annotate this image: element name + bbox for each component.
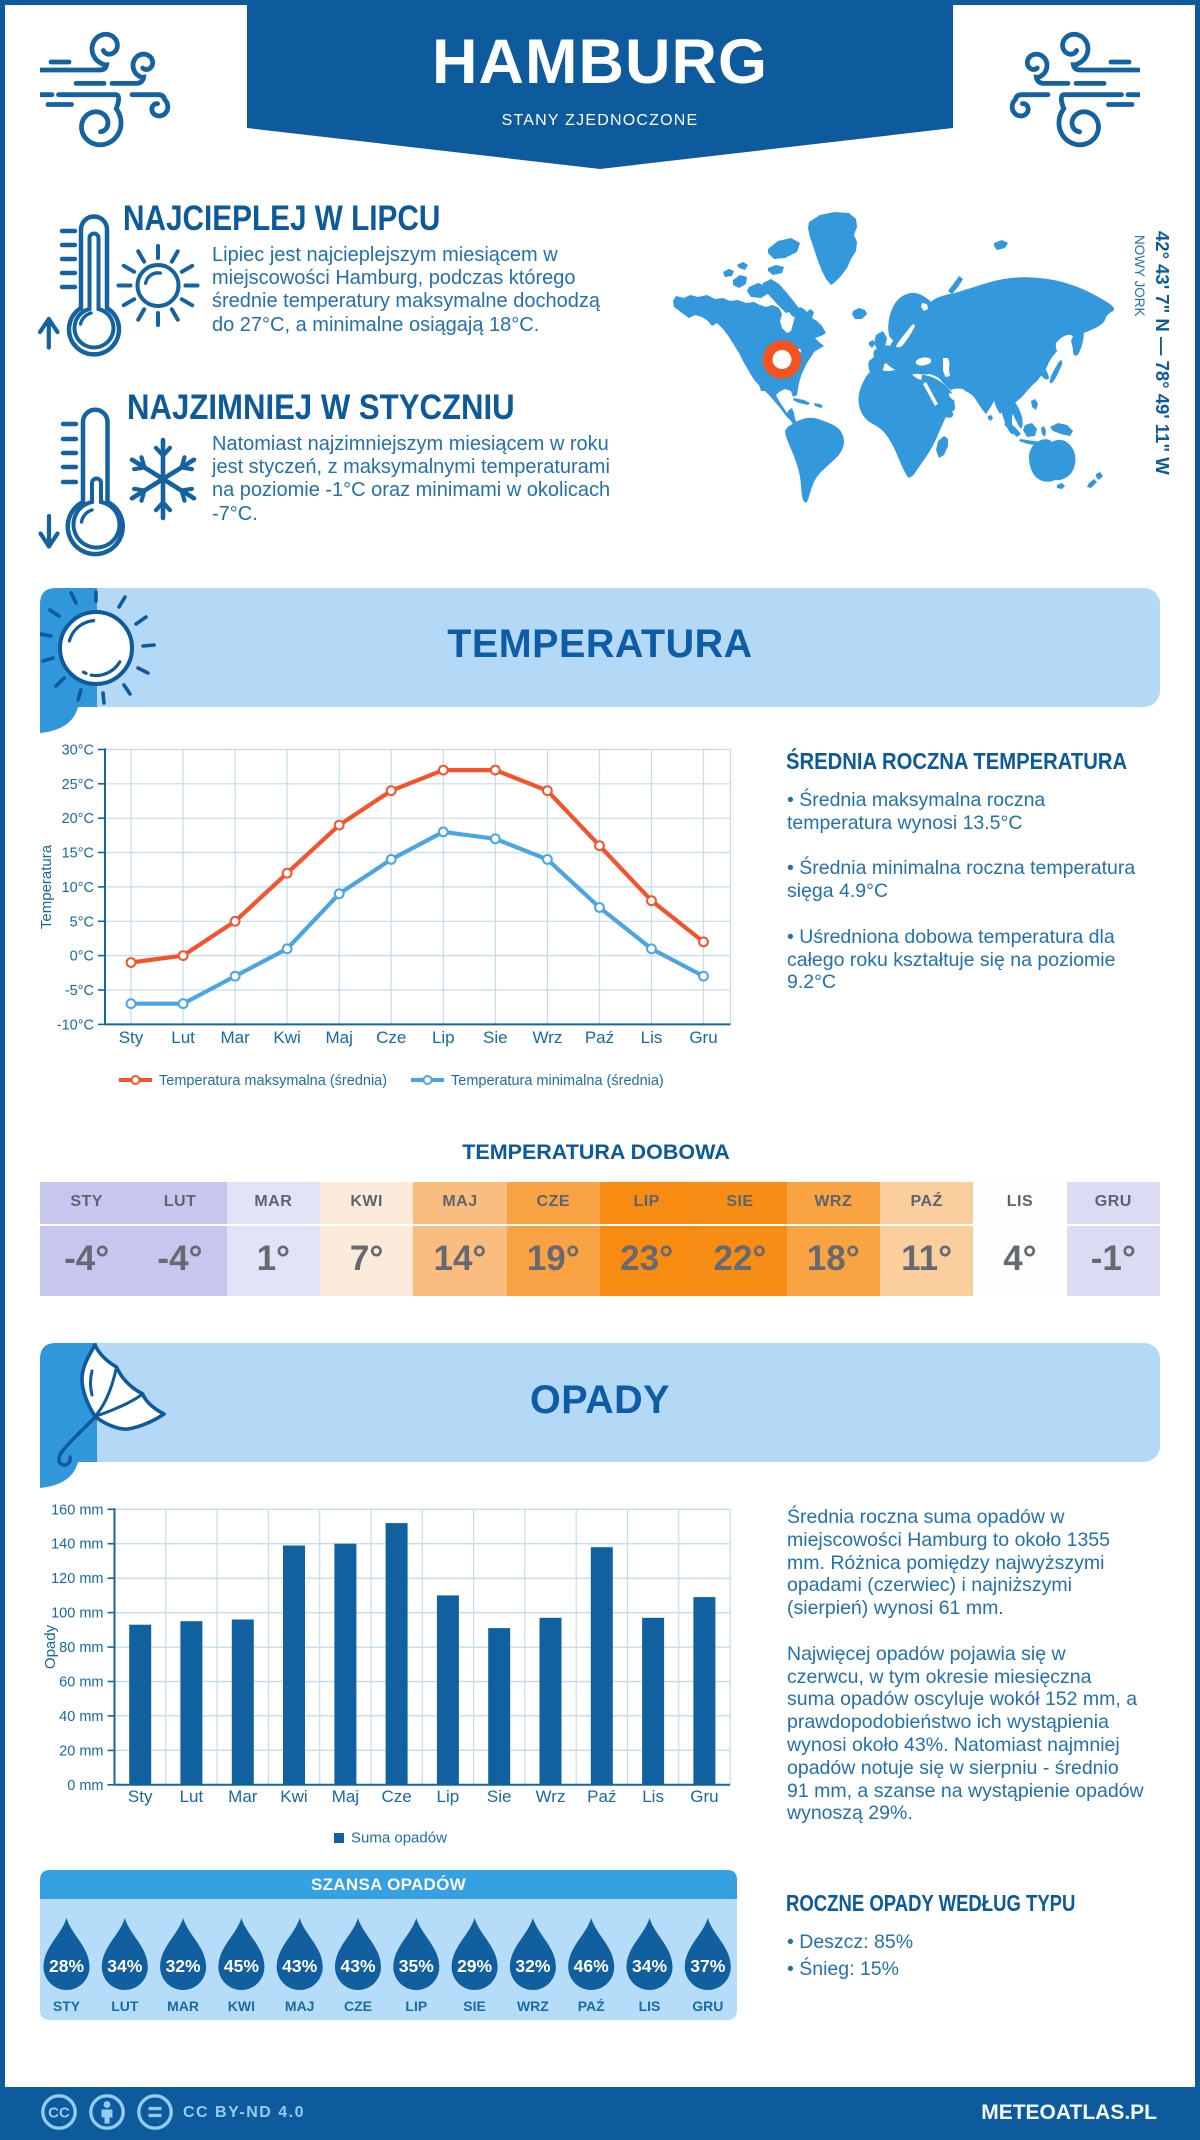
svg-text:Paź: Paź: [587, 1787, 616, 1806]
svg-text:Sty: Sty: [119, 1028, 144, 1047]
svg-text:Temperatura: Temperatura: [40, 844, 55, 929]
svg-text:Sty: Sty: [128, 1787, 153, 1806]
svg-text:15°C: 15°C: [62, 846, 94, 862]
svg-text:Kwi: Kwi: [280, 1787, 307, 1806]
svg-text:160 mm: 160 mm: [51, 1502, 103, 1518]
svg-text:30°C: 30°C: [62, 743, 94, 759]
svg-text:Lip: Lip: [432, 1028, 455, 1047]
svg-text:80 mm: 80 mm: [59, 1640, 103, 1656]
svg-text:Sie: Sie: [487, 1787, 512, 1806]
svg-text:Sie: Sie: [483, 1028, 508, 1047]
svg-text:Paź: Paź: [585, 1028, 614, 1047]
svg-text:40 mm: 40 mm: [59, 1709, 103, 1725]
svg-text:Lis: Lis: [641, 1028, 663, 1047]
svg-text:Wrz: Wrz: [536, 1787, 566, 1806]
svg-text:Opady: Opady: [42, 1624, 59, 1669]
svg-text:Lut: Lut: [180, 1787, 204, 1806]
svg-text:Lis: Lis: [642, 1787, 664, 1806]
svg-text:Gru: Gru: [690, 1787, 718, 1806]
svg-text:-5°C: -5°C: [65, 983, 94, 999]
svg-text:20°C: 20°C: [62, 811, 94, 827]
svg-text:100 mm: 100 mm: [51, 1606, 103, 1622]
svg-text:Kwi: Kwi: [273, 1028, 300, 1047]
svg-text:10°C: 10°C: [62, 880, 94, 896]
svg-text:140 mm: 140 mm: [51, 1537, 103, 1553]
svg-text:20 mm: 20 mm: [59, 1743, 103, 1759]
svg-text:25°C: 25°C: [62, 777, 94, 793]
svg-text:Gru: Gru: [689, 1028, 717, 1047]
svg-text:0 mm: 0 mm: [67, 1778, 103, 1794]
svg-text:Lip: Lip: [437, 1787, 460, 1806]
svg-text:Maj: Maj: [332, 1787, 359, 1806]
svg-text:Temperatura maksymalna (średni: Temperatura maksymalna (średnia): [159, 1073, 387, 1089]
svg-text:5°C: 5°C: [70, 914, 94, 930]
svg-text:Cze: Cze: [381, 1787, 411, 1806]
svg-text:60 mm: 60 mm: [59, 1675, 103, 1691]
svg-text:CC: CC: [48, 2105, 70, 2122]
svg-text:0°C: 0°C: [70, 949, 94, 965]
svg-text:120 mm: 120 mm: [51, 1571, 103, 1587]
svg-text:Lut: Lut: [171, 1028, 195, 1047]
svg-text:Suma opadów: Suma opadów: [351, 1830, 447, 1847]
svg-text:Mar: Mar: [220, 1028, 250, 1047]
svg-text:Maj: Maj: [325, 1028, 352, 1047]
svg-text:Cze: Cze: [376, 1028, 406, 1047]
svg-text:Wrz: Wrz: [532, 1028, 562, 1047]
svg-text:Mar: Mar: [228, 1787, 258, 1806]
svg-text:-10°C: -10°C: [57, 1017, 94, 1033]
svg-text:Temperatura minimalna (średnia: Temperatura minimalna (średnia): [451, 1073, 664, 1089]
